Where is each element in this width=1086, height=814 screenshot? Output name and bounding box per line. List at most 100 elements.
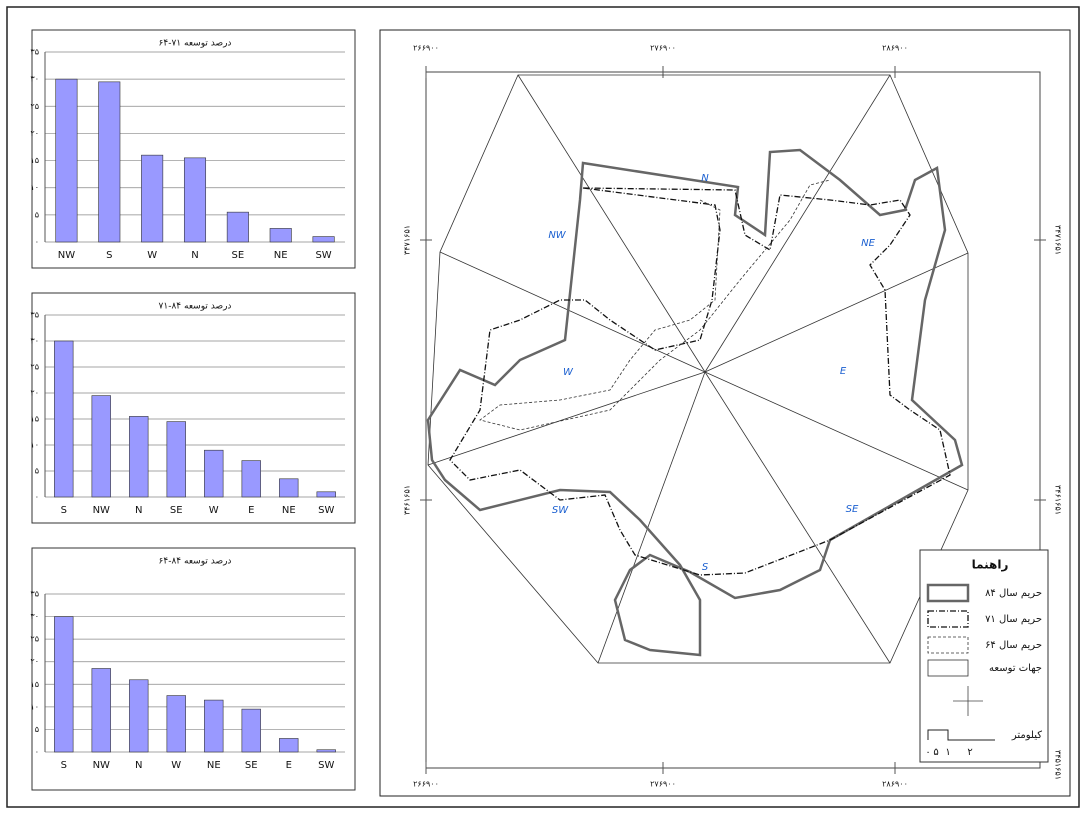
bar — [54, 340, 74, 498]
direction-label: NE — [861, 238, 875, 249]
coordinate-label: ۳۴۵۱۶۵۱ — [1054, 750, 1063, 780]
x-tick-label: SE — [245, 760, 258, 771]
y-tick-label: ۲۵ — [30, 363, 39, 372]
bar — [204, 449, 224, 498]
y-tick-label: ۵ — [35, 467, 39, 476]
chart-title: درصد توسعه ۸۴-۷۱ — [159, 302, 232, 312]
legend-swatch — [927, 636, 969, 654]
scale-label: ۰ — [925, 747, 930, 758]
x-tick-label: E — [248, 505, 254, 516]
sector-lines — [427, 74, 969, 664]
direction-label: NW — [548, 230, 566, 241]
x-tick-label: S — [106, 250, 112, 261]
x-tick-label: N — [135, 760, 142, 771]
y-tick-label: ۱۰ — [30, 183, 39, 192]
direction-label: S — [702, 562, 709, 573]
direction-label: SW — [552, 505, 569, 516]
map-neatline — [425, 71, 1041, 769]
x-tick-label: SE — [170, 505, 183, 516]
x-tick-label: SW — [315, 250, 331, 261]
scale-label: ۱ — [945, 747, 950, 758]
y-tick-label: ۵ — [35, 210, 39, 219]
scale-unit: کیلومتر — [1011, 730, 1042, 741]
coordinate-label: ۲۸۶۹۰۰ — [882, 44, 908, 53]
y-tick-label: ۲۰ — [30, 657, 39, 666]
map-legend: راهنما حریم سال ۸۴ حریم سال ۷۱ حریم سال … — [919, 549, 1049, 763]
y-tick-label: ۳۰ — [30, 612, 39, 621]
y-tick-label: ۲۵ — [30, 102, 39, 111]
boundary-1371 — [449, 187, 951, 576]
chart-title: درصد توسعه ۸۴-۶۴ — [159, 557, 232, 567]
y-tick-label: ۰ — [35, 238, 39, 247]
legend-label: حریم سال ۶۴ — [985, 640, 1042, 651]
bar — [129, 416, 149, 498]
bar — [279, 738, 299, 753]
x-tick-label: N — [191, 250, 198, 261]
bar — [279, 478, 299, 498]
bar — [141, 154, 164, 243]
x-tick-label: SW — [318, 760, 334, 771]
legend-swatch — [926, 583, 970, 603]
y-tick-label: ۵ — [35, 725, 39, 734]
bar — [129, 679, 149, 753]
bar — [269, 228, 292, 243]
x-tick-label: SE — [232, 250, 245, 261]
x-tick-label: NE — [207, 760, 221, 771]
legend-label: حریم سال ۷۱ — [985, 614, 1042, 625]
scale-bar — [927, 729, 995, 741]
y-tick-label: ۳۰ — [30, 75, 39, 84]
x-tick-label: NW — [93, 505, 110, 516]
direction-label: N — [701, 173, 709, 184]
bar — [204, 699, 224, 753]
coordinate-label: ۳۴۷۱۶۵۱ — [403, 225, 412, 255]
coordinate-label: ۳۴۶۱۶۵۱ — [403, 485, 412, 515]
y-tick-label: ۳۵ — [30, 311, 39, 320]
legend-swatch — [927, 610, 969, 628]
x-tick-label: W — [147, 250, 157, 261]
y-tick-label: ۳۵ — [30, 48, 39, 57]
coordinate-label: ۲۷۶۹۰۰ — [650, 44, 676, 53]
x-tick-label: NW — [58, 250, 75, 261]
bar — [98, 81, 121, 243]
direction-label: W — [563, 367, 574, 378]
chart-frame — [31, 547, 356, 791]
legend-swatch — [927, 659, 969, 677]
bar — [312, 236, 335, 243]
bar — [91, 668, 111, 753]
bar — [55, 78, 78, 243]
scale-label: ۲ — [967, 747, 972, 758]
x-tick-label: NE — [282, 505, 296, 516]
bar — [226, 211, 249, 243]
bar — [183, 157, 207, 243]
legend-label: حریم سال ۸۴ — [985, 588, 1042, 599]
legend-label: جهات توسعه — [989, 663, 1042, 674]
x-tick-label: NE — [274, 250, 288, 261]
y-tick-label: ۲۰ — [30, 389, 39, 398]
north-arrow — [953, 686, 983, 716]
y-tick-label: ۱۵ — [30, 680, 39, 689]
bar — [54, 616, 74, 753]
bar — [241, 460, 261, 498]
coordinate-label: ۲۷۶۹۰۰ — [650, 780, 676, 789]
chart-title: درصد توسعه ۷۱-۶۴ — [159, 39, 232, 49]
scale-label: ۵ — [933, 747, 938, 758]
legend-title: راهنما — [972, 558, 1009, 572]
x-tick-label: SW — [318, 505, 334, 516]
x-tick-label: S — [61, 505, 67, 516]
bar — [241, 708, 261, 753]
bar — [166, 421, 186, 498]
bar — [166, 695, 186, 753]
x-tick-label: NW — [93, 760, 110, 771]
x-tick-label: S — [61, 760, 67, 771]
y-tick-label: ۳۰ — [30, 337, 39, 346]
y-tick-label: ۱۰ — [30, 441, 39, 450]
y-tick-label: ۱۵ — [30, 156, 39, 165]
bar — [91, 395, 111, 498]
x-tick-label: N — [135, 505, 142, 516]
y-tick-label: ۱۵ — [30, 415, 39, 424]
map: ۲۶۶۹۰۰ ۲۷۶۹۰۰ ۲۸۶۹۰۰ ۲۶۶۹۰۰ ۲۷۶۹۰۰ ۲۸۶۹۰… — [379, 29, 1071, 797]
boundary-1384 — [426, 148, 964, 657]
x-tick-label: W — [171, 760, 181, 771]
coordinate-label: ۳۴۶۱۶۵۱ — [1054, 485, 1063, 515]
